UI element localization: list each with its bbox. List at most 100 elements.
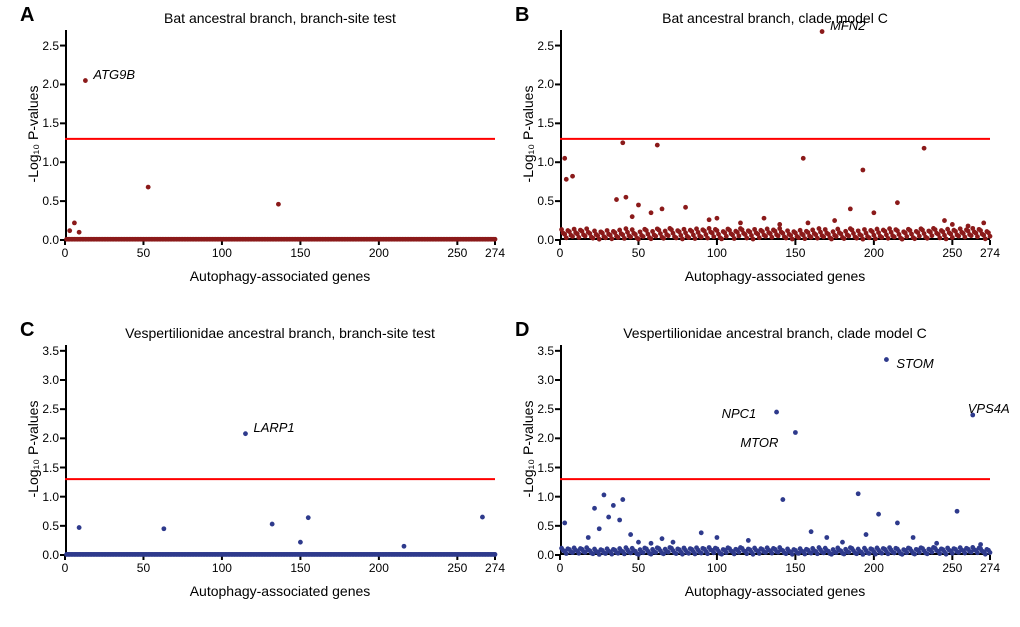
data-point — [846, 234, 851, 239]
data-point — [674, 236, 679, 241]
data-point — [597, 526, 602, 531]
data-point — [879, 235, 884, 240]
panel-letter: D — [515, 319, 529, 342]
data-point — [641, 234, 646, 239]
data-point — [956, 234, 961, 239]
data-point — [801, 156, 806, 161]
data-point — [917, 234, 922, 239]
x-tick-label: 200 — [862, 561, 886, 575]
data-point — [988, 550, 993, 555]
data-point — [777, 222, 782, 227]
data-point — [884, 357, 889, 362]
data-point — [776, 233, 781, 238]
data-point — [904, 550, 909, 555]
data-point — [683, 205, 688, 210]
x-tick-label: 50 — [131, 561, 155, 575]
data-point — [737, 234, 742, 239]
data-point — [630, 214, 635, 219]
data-point — [686, 235, 691, 240]
y-axis-label: -Log₁₀ P-values — [25, 54, 41, 214]
data-point — [860, 552, 865, 557]
data-point — [699, 551, 704, 556]
gene-label: LARP1 — [253, 420, 294, 435]
data-point — [680, 237, 685, 242]
data-point — [732, 236, 737, 241]
data-point — [711, 234, 716, 239]
data-point — [879, 551, 884, 556]
panel-title: Vespertilionidae ancestral branch, clade… — [560, 325, 990, 341]
data-point — [763, 234, 768, 239]
data-point — [649, 210, 654, 215]
y-axis-label: -Log₁₀ P-values — [520, 369, 536, 529]
data-point — [871, 210, 876, 215]
data-point — [707, 217, 712, 222]
data-point — [719, 236, 724, 241]
y-tick-label: 0.0 — [528, 548, 554, 562]
plot-svg — [65, 30, 495, 240]
data-point — [636, 540, 641, 545]
data-point — [666, 233, 671, 238]
data-point — [900, 237, 905, 242]
data-point — [950, 551, 955, 556]
x-tick-label: 250 — [940, 561, 964, 575]
data-point — [969, 233, 974, 238]
data-point — [620, 140, 625, 145]
data-point — [892, 235, 897, 240]
data-point — [904, 234, 909, 239]
data-point — [564, 235, 569, 240]
data-point — [796, 235, 801, 240]
data-point — [774, 410, 779, 415]
data-point — [570, 174, 575, 179]
data-point — [925, 551, 930, 556]
x-tick-label: 150 — [288, 561, 312, 575]
data-point — [597, 552, 602, 557]
data-point — [962, 235, 967, 240]
x-tick-label: 150 — [783, 246, 807, 260]
data-point — [564, 551, 569, 556]
x-tick-label: 50 — [626, 561, 650, 575]
data-point — [493, 552, 498, 557]
data-point — [842, 236, 847, 241]
data-point — [609, 236, 614, 241]
data-point — [270, 522, 275, 527]
y-tick-label: 2.5 — [33, 39, 59, 53]
data-point — [146, 185, 151, 190]
x-axis-label: Autophagy-associated genes — [560, 583, 990, 599]
y-tick-label: 0.0 — [33, 548, 59, 562]
data-point — [809, 529, 814, 534]
data-point — [802, 552, 807, 557]
data-point — [854, 236, 859, 241]
data-point — [77, 230, 82, 235]
data-point — [680, 552, 685, 557]
data-point — [77, 525, 82, 530]
data-point — [562, 521, 567, 526]
data-point — [744, 551, 749, 556]
data-point — [597, 237, 602, 242]
data-point — [934, 541, 939, 546]
data-point — [846, 550, 851, 555]
data-point — [616, 235, 621, 240]
data-point — [950, 222, 955, 227]
panel-title: Vespertilionidae ancestral branch, branc… — [65, 325, 495, 341]
data-point — [912, 236, 917, 241]
data-point — [711, 550, 716, 555]
data-point — [820, 29, 825, 34]
gene-label: VPS4A — [968, 401, 1010, 416]
data-point — [649, 236, 654, 241]
data-point — [614, 197, 619, 202]
x-tick-label: 274 — [481, 246, 509, 260]
data-point — [912, 552, 917, 557]
data-point — [746, 538, 751, 543]
data-point — [809, 235, 814, 240]
panel-B: BBat ancestral branch, clade model C0501… — [560, 30, 990, 240]
data-point — [705, 236, 710, 241]
x-tick-label: 274 — [976, 246, 1004, 260]
data-point — [966, 224, 971, 229]
data-point — [895, 521, 900, 526]
y-tick-label: 0.0 — [528, 233, 554, 247]
data-point — [671, 540, 676, 545]
data-point — [944, 236, 949, 241]
data-point — [306, 515, 311, 520]
data-point — [937, 551, 942, 556]
data-point — [922, 146, 927, 151]
